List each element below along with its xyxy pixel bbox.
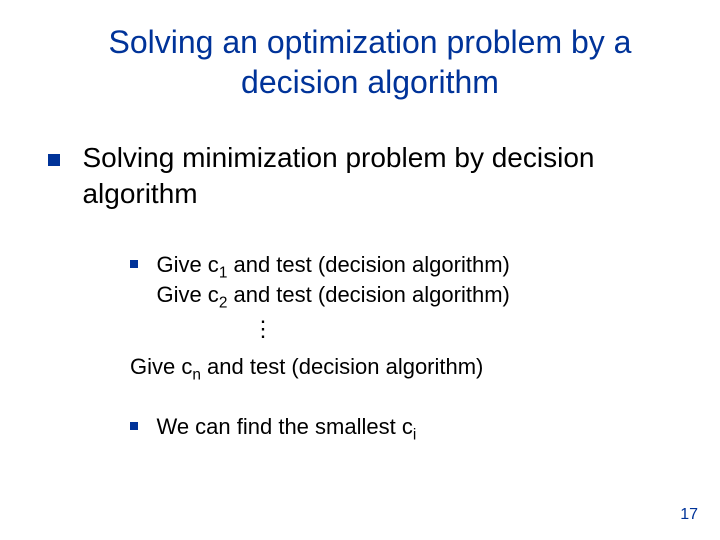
page-number: 17 (680, 506, 698, 524)
slide-title: Solving an optimization problem by a dec… (60, 22, 680, 102)
level2-text: We can find the smallest ci (156, 412, 416, 442)
text-fragment: Give c (156, 252, 218, 277)
square-bullet-icon (48, 154, 60, 166)
level2-block-3: We can find the smallest ci (130, 412, 640, 442)
level2-text: Give cn and test (decision algorithm) (130, 352, 640, 382)
square-bullet-icon (130, 422, 138, 430)
text-fragment: Give c (156, 282, 218, 307)
text-fragment: We can find the smallest c (156, 414, 412, 439)
text-fragment: and test (decision algorithm) (201, 354, 483, 379)
square-bullet-icon (130, 260, 138, 268)
text-fragment: and test (decision algorithm) (227, 282, 509, 307)
slide: Solving an optimization problem by a dec… (0, 0, 720, 540)
level2-text: Give c1 and test (decision algorithm) Gi… (156, 250, 509, 309)
level1-bullet-row: Solving minimization problem by decision… (48, 140, 660, 213)
level2-block-2: Give cn and test (decision algorithm) (130, 352, 640, 382)
level1-text: Solving minimization problem by decision… (82, 140, 642, 213)
subscript: i (413, 426, 416, 443)
subscript: n (192, 366, 201, 383)
level2-block-1: Give c1 and test (decision algorithm) Gi… (130, 250, 640, 309)
text-fragment: and test (decision algorithm) (227, 252, 509, 277)
text-fragment: Give c (130, 354, 192, 379)
vertical-ellipsis-icon: ⋮ (252, 318, 274, 340)
